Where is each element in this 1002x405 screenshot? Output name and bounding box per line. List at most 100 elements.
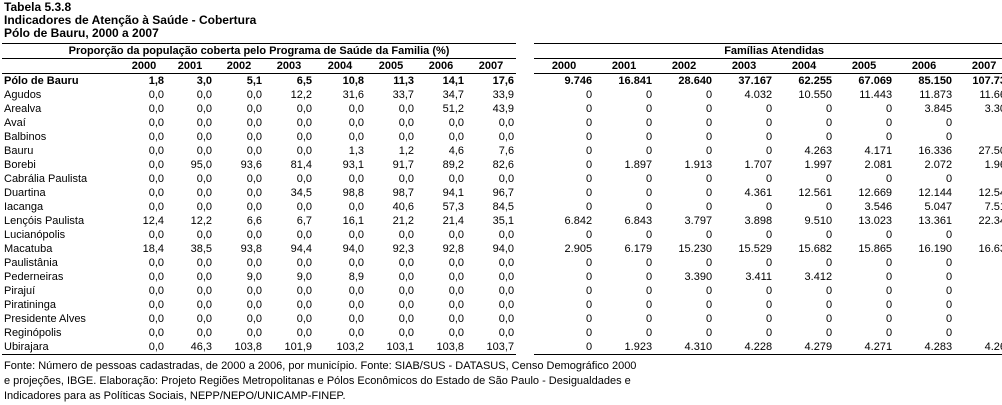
families-cell: 0 xyxy=(954,256,1002,270)
table-row: Presidente Alves 0,0 0,0 0,0 0,0 0,0 0,0 0,0 0,0… xyxy=(2,312,1002,326)
municipality-name: Presidente Alves xyxy=(4,312,86,325)
coverage-cell: 34,7 xyxy=(442,88,464,101)
year-header: 2002 xyxy=(654,58,715,74)
families-cell: 0 xyxy=(585,270,593,283)
coverage-cell: 0,0 xyxy=(398,116,414,129)
coverage-cell: 0,0 xyxy=(148,312,164,325)
families-cell: 0 xyxy=(945,172,953,185)
coverage-cell: 0,0 xyxy=(196,88,212,101)
families-cell: 0 xyxy=(825,284,833,297)
year-header: 2007 xyxy=(466,58,517,74)
coverage-cell: 0,0 xyxy=(296,200,312,213)
coverage-cell: 0,0 xyxy=(148,102,164,115)
coverage-cell: 0,0 xyxy=(246,88,262,101)
families-cell: 0 xyxy=(705,172,713,185)
families-cell: 0 xyxy=(954,116,1002,130)
coverage-cell: 0,0 xyxy=(196,298,212,311)
coverage-cell: 0,0 xyxy=(196,270,212,283)
coverage-cell: 0,0 xyxy=(498,130,515,143)
coverage-cell: 18,4 xyxy=(142,242,164,255)
families-cell: 0 xyxy=(945,130,953,143)
municipality-name: Pederneiras xyxy=(4,270,64,283)
families-cell: 1.923 xyxy=(594,340,655,355)
families-cell: 0 xyxy=(885,256,893,269)
families-cell: 6.843 xyxy=(624,214,653,227)
families-cell: 85.150 xyxy=(918,74,953,87)
families-cell: 12.546 xyxy=(978,186,1002,199)
families-cell: 62.255 xyxy=(798,74,833,87)
families-cell: 0 xyxy=(705,298,713,311)
coverage-cell: 0,0 xyxy=(122,340,166,355)
year-header: 2005 xyxy=(366,58,416,74)
municipality-name: Paulistânia xyxy=(4,256,58,269)
families-cell: 0 xyxy=(825,116,833,129)
families-cell: 0 xyxy=(825,256,833,269)
table-row: Duartina 0,0 0,0 0,0 34,5 98,8 98,7 94,1 96,7 0 0 0… xyxy=(2,186,1002,200)
year-header-row: 2000 2001 2002 2003 2004 2005 2006 2007 2000 2001… xyxy=(2,58,1002,74)
municipality-name: Iacanga xyxy=(4,200,44,213)
coverage-cell: 0,0 xyxy=(296,130,312,143)
families-cell: 3.390 xyxy=(684,270,713,283)
families-cell: 28.640 xyxy=(678,74,713,87)
families-cell: 16.190 xyxy=(918,242,953,255)
municipality-name: Arealva xyxy=(4,102,42,115)
families-cell: 0 xyxy=(954,172,1002,186)
coverage-cell: 0,0 xyxy=(448,130,464,143)
coverage-cell: 0,0 xyxy=(246,312,262,325)
families-cell: 0 xyxy=(954,228,1002,242)
families-cell: 0 xyxy=(645,326,653,339)
families-cell: 0 xyxy=(885,130,893,143)
coverage-cell: 6,6 xyxy=(246,214,262,227)
coverage-cell: 35,1 xyxy=(492,214,515,227)
group-header-coverage: Proporção da população coberta pelo Prog… xyxy=(2,43,517,59)
table-row: Bauru 0,0 0,0 0,0 0,0 1,3 1,2 4,6 7,6 0 0 0 0 4.263 4.… xyxy=(2,144,1002,158)
group-header-families: Famílias Atendidas xyxy=(534,43,1002,59)
families-cell: 0 xyxy=(705,102,713,115)
coverage-cell: 0,0 xyxy=(148,158,164,171)
coverage-cell: 0,0 xyxy=(498,172,515,185)
year-header: 2002 xyxy=(214,58,264,74)
families-cell: 0 xyxy=(954,284,1002,298)
coverage-cell: 46,3 xyxy=(166,340,214,355)
families-cell: 0 xyxy=(885,326,893,339)
coverage-cell: 0,0 xyxy=(196,102,212,115)
coverage-cell: 0,0 xyxy=(398,102,414,115)
coverage-cell: 0,0 xyxy=(246,116,262,129)
families-cell: 0 xyxy=(945,312,953,325)
families-cell: 0 xyxy=(585,186,593,199)
coverage-cell: 95,0 xyxy=(190,158,212,171)
coverage-cell: 10,8 xyxy=(342,74,364,87)
families-cell: 0 xyxy=(645,298,653,311)
families-cell: 16.336 xyxy=(918,144,953,157)
families-cell: 4.263 xyxy=(804,144,833,157)
coverage-cell: 0,0 xyxy=(196,172,212,185)
families-cell: 0 xyxy=(705,88,713,101)
coverage-cell: 1,3 xyxy=(348,144,364,157)
coverage-cell: 0,0 xyxy=(196,284,212,297)
coverage-cell: 0,0 xyxy=(148,228,164,241)
families-cell: 0 xyxy=(765,284,773,297)
coverage-cell: 0,0 xyxy=(448,256,464,269)
coverage-cell: 0,0 xyxy=(498,116,515,129)
coverage-cell: 0,0 xyxy=(296,326,312,339)
families-cell: 37.167 xyxy=(738,74,773,87)
coverage-cell: 0,0 xyxy=(296,102,312,115)
coverage-cell: 93,6 xyxy=(240,158,262,171)
families-cell: 0 xyxy=(585,200,593,213)
year-header: 2004 xyxy=(774,58,835,74)
coverage-cell: 0,0 xyxy=(398,228,414,241)
families-cell: 0 xyxy=(945,228,953,241)
coverage-cell: 0,0 xyxy=(246,102,262,115)
coverage-cell: 51,2 xyxy=(442,102,464,115)
families-cell: 0 xyxy=(885,172,893,185)
families-cell: 5.047 xyxy=(924,200,953,213)
coverage-cell: 0,0 xyxy=(448,298,464,311)
families-cell: 0 xyxy=(534,340,595,355)
families-cell: 7.518 xyxy=(984,200,1002,213)
families-cell: 9.746 xyxy=(564,74,593,87)
coverage-cell: 96,7 xyxy=(492,186,515,199)
source-note-line: Indicadores para as Políticas Sociais, N… xyxy=(4,390,346,402)
coverage-cell: 7,6 xyxy=(498,144,515,157)
families-cell: 0 xyxy=(645,130,653,143)
